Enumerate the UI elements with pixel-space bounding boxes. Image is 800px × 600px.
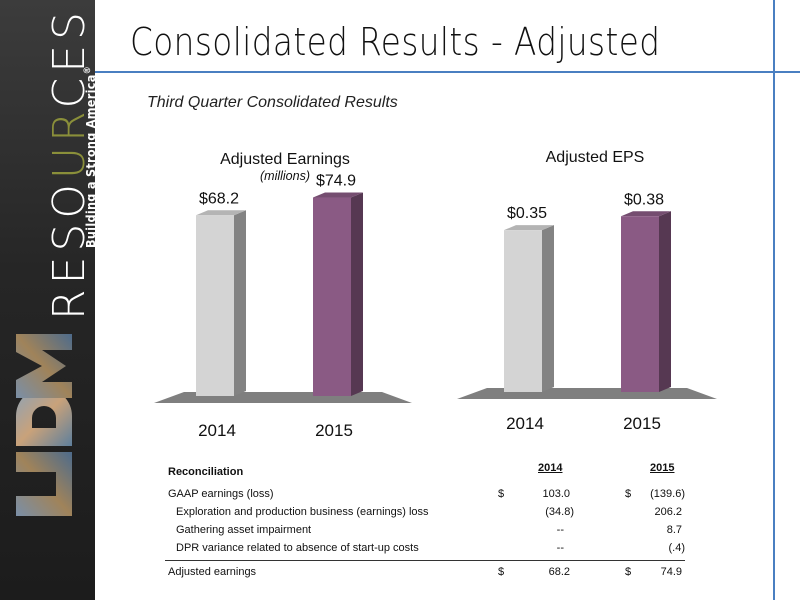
table-total-row: Adjusted earnings $ 68.2 $ 74.9 bbox=[165, 566, 685, 582]
mdu-logo-icon bbox=[16, 334, 72, 516]
bar-side-2015 bbox=[351, 192, 363, 396]
row-label: Gathering asset impairment bbox=[176, 524, 312, 536]
adjusted-earnings-svg: Adjusted Earnings (millions) $68.2 2014 $7… bbox=[154, 151, 412, 440]
page-subtitle: Third Quarter Consolidated Results bbox=[147, 94, 398, 111]
bar-side-2014 bbox=[234, 210, 246, 396]
table-row: GAAP earnings (loss) $ 103.0 $ (139.6) bbox=[165, 488, 685, 504]
table-row: DPR variance related to absence of start… bbox=[165, 542, 685, 558]
category-label: 2015 bbox=[315, 421, 353, 440]
category-label: 2014 bbox=[506, 414, 544, 433]
row-label: Adjusted earnings bbox=[168, 566, 257, 578]
value-2014: 103.0 bbox=[542, 488, 570, 500]
value-2015: 8.7 bbox=[666, 524, 682, 536]
chart-floor bbox=[154, 392, 412, 403]
value-2014: -- bbox=[556, 524, 564, 536]
value-2015: (139.6) bbox=[650, 488, 685, 500]
value-2015: 206.2 bbox=[654, 506, 682, 518]
value-2014: 68.2 bbox=[548, 566, 570, 578]
bar-2015 bbox=[313, 197, 351, 396]
bar-top-2015 bbox=[313, 192, 363, 198]
bar-value-label: $0.38 bbox=[624, 191, 664, 208]
bar-side-2015 bbox=[659, 211, 671, 392]
bar-top-2014 bbox=[504, 225, 554, 231]
year-2014-header: 2014 bbox=[538, 462, 563, 474]
currency-symbol: $ bbox=[625, 488, 632, 500]
value-2015: (.4) bbox=[668, 542, 686, 554]
currency-symbol: $ bbox=[498, 566, 505, 578]
bar-top-2014 bbox=[196, 210, 246, 216]
row-label: GAAP earnings (loss) bbox=[168, 488, 274, 500]
bar-2014 bbox=[196, 215, 234, 396]
right-border-line bbox=[773, 0, 775, 600]
header-divider bbox=[95, 71, 800, 73]
row-label: Exploration and production business (ear… bbox=[176, 506, 429, 518]
bar-top-2015 bbox=[621, 211, 671, 217]
year-2015-header: 2015 bbox=[650, 462, 675, 474]
bar-value-label: $0.35 bbox=[507, 205, 547, 222]
value-2015: 74.9 bbox=[660, 566, 682, 578]
brand-sidebar: RESOURCES Building a Strong America® bbox=[0, 0, 99, 600]
currency-symbol: $ bbox=[625, 566, 632, 578]
chart-unit-label: (millions) bbox=[260, 169, 310, 183]
chart-title: Adjusted Earnings bbox=[220, 151, 350, 168]
reconciliation-header: Reconciliation bbox=[168, 466, 244, 478]
table-row: Gathering asset impairment -- 8.7 bbox=[165, 524, 685, 540]
chart-floor bbox=[457, 388, 717, 399]
bar-2014 bbox=[504, 230, 542, 392]
table-row: Exploration and production business (ear… bbox=[165, 506, 685, 522]
category-label: 2014 bbox=[198, 421, 236, 440]
adjusted-eps-svg: Adjusted EPS $0.35 2014 $0.38 2015 bbox=[457, 149, 717, 433]
value-2014: -- bbox=[556, 542, 564, 554]
bar-2015 bbox=[621, 216, 659, 392]
currency-symbol: $ bbox=[498, 488, 505, 500]
category-label: 2015 bbox=[623, 414, 661, 433]
page-title: Consolidated Results - Adjusted bbox=[130, 20, 661, 64]
bar-value-label: $74.9 bbox=[316, 173, 356, 190]
brand-tagline: Building a Strong America® bbox=[83, 66, 99, 248]
chart-title: Adjusted EPS bbox=[546, 149, 645, 166]
value-2014: (34.8) bbox=[545, 506, 574, 518]
table-total-divider bbox=[165, 560, 685, 561]
bar-value-label: $68.2 bbox=[199, 190, 239, 207]
row-label: DPR variance related to absence of start… bbox=[176, 542, 419, 554]
bar-side-2014 bbox=[542, 225, 554, 392]
adjusted-earnings-chart: Adjusted Earnings (millions) $68.2 2014 $7… bbox=[150, 140, 430, 450]
adjusted-eps-chart: Adjusted EPS $0.35 2014 $0.38 2015 bbox=[455, 140, 735, 440]
table-header-row: Reconciliation 2014 2015 bbox=[165, 462, 685, 478]
